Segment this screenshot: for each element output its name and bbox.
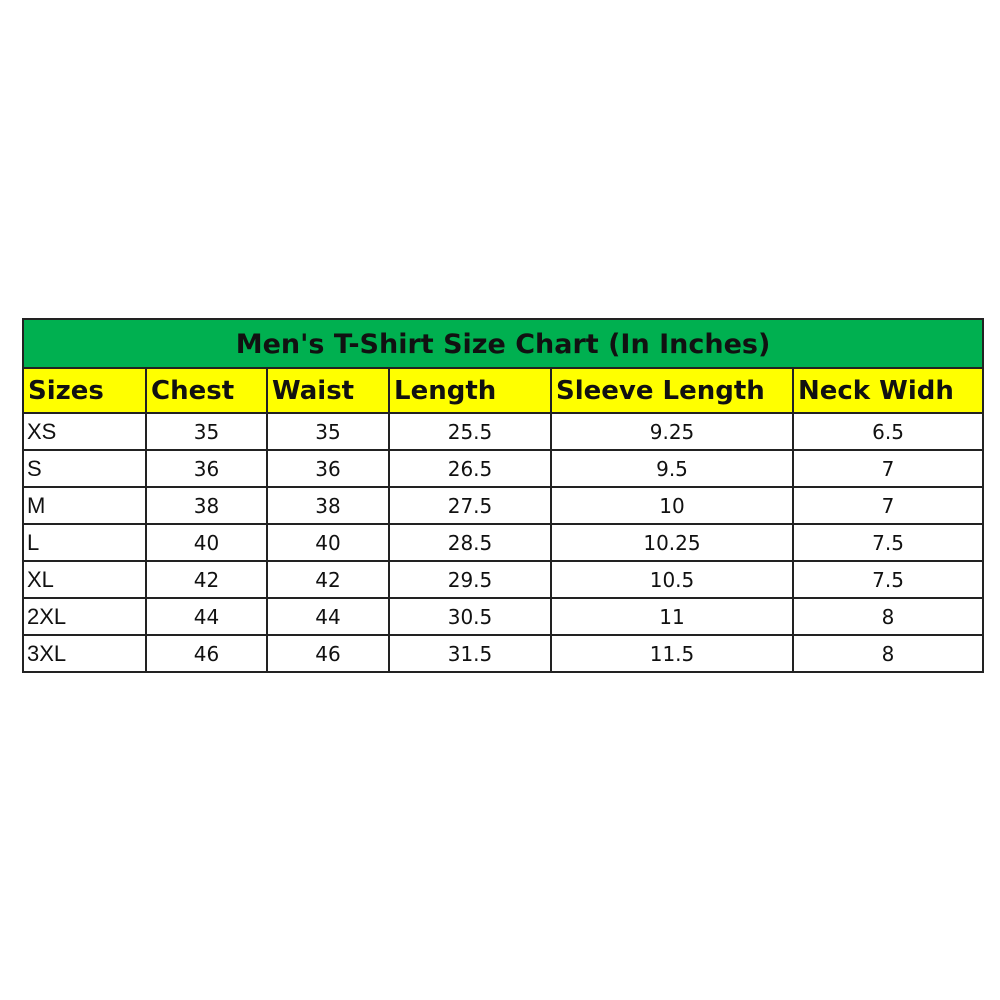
measurement-cell: 8 [791,597,985,636]
measurement-cell: 38 [266,486,390,525]
measurement-cell: 9.5 [550,449,794,488]
table-title: Men's T-Shirt Size Chart (In Inches) [21,318,985,369]
size-cell: XL [22,560,147,599]
measurement-cell: 36 [266,449,390,488]
measurement-cell: 46 [266,634,390,673]
measurement-cell: 35 [266,412,390,451]
table-row: S 36 36 26.5 9.5 7 [22,449,985,488]
measurement-cell: 11 [550,597,794,636]
measurement-cell: 7 [791,486,985,525]
measurement-cell: 44 [266,597,390,636]
table-row: XL 42 42 29.5 10.5 7.5 [22,560,985,599]
measurement-cell: 40 [266,523,390,562]
size-cell: 3XL [22,634,147,673]
measurement-cell: 7 [791,449,985,488]
size-cell: S [22,449,147,488]
measurement-cell: 7.5 [791,560,985,599]
header-row: Sizes Chest Waist Length Sleeve Length Neck W… [22,367,985,414]
measurement-cell: 11.5 [550,634,794,673]
measurement-cell: 27.5 [388,486,552,525]
column-header: Neck Widh [791,367,985,414]
measurement-cell: 31.5 [388,634,552,673]
measurement-cell: 38 [145,486,268,525]
size-cell: L [22,523,147,562]
measurement-cell: 29.5 [388,560,552,599]
measurement-cell: 42 [145,560,268,599]
table-row: XS 35 35 25.5 9.25 6.5 [22,412,985,451]
size-cell: 2XL [22,597,147,636]
size-cell: M [22,486,147,525]
title-row: Men's T-Shirt Size Chart (In Inches) [21,318,985,369]
table-row: 2XL 44 44 30.5 11 8 [22,597,985,636]
measurement-cell: 26.5 [388,449,552,488]
column-header: Sleeve Length [550,367,794,414]
measurement-cell: 44 [145,597,268,636]
measurement-cell: 35 [145,412,268,451]
measurement-cell: 10.25 [550,523,794,562]
measurement-cell: 25.5 [388,412,552,451]
measurement-cell: 30.5 [388,597,552,636]
measurement-cell: 6.5 [791,412,985,451]
measurement-cell: 10 [550,486,794,525]
measurement-cell: 9.25 [550,412,794,451]
table-row: L 40 40 28.5 10.25 7.5 [22,523,985,562]
measurement-cell: 10.5 [550,560,794,599]
measurement-cell: 28.5 [388,523,552,562]
measurement-cell: 46 [145,634,268,673]
size-cell: XS [22,412,147,451]
size-chart-table: Men's T-Shirt Size Chart (In Inches) Siz… [21,318,985,673]
column-header: Sizes [22,367,147,414]
measurement-cell: 36 [145,449,268,488]
table-row: M 38 38 27.5 10 7 [22,486,985,525]
measurement-cell: 7.5 [791,523,985,562]
column-header: Chest [145,367,268,414]
column-header: Length [388,367,552,414]
measurement-cell: 8 [791,634,985,673]
measurement-cell: 42 [266,560,390,599]
measurement-cell: 40 [145,523,268,562]
column-header: Waist [266,367,390,414]
table-row: 3XL 46 46 31.5 11.5 8 [22,634,985,673]
